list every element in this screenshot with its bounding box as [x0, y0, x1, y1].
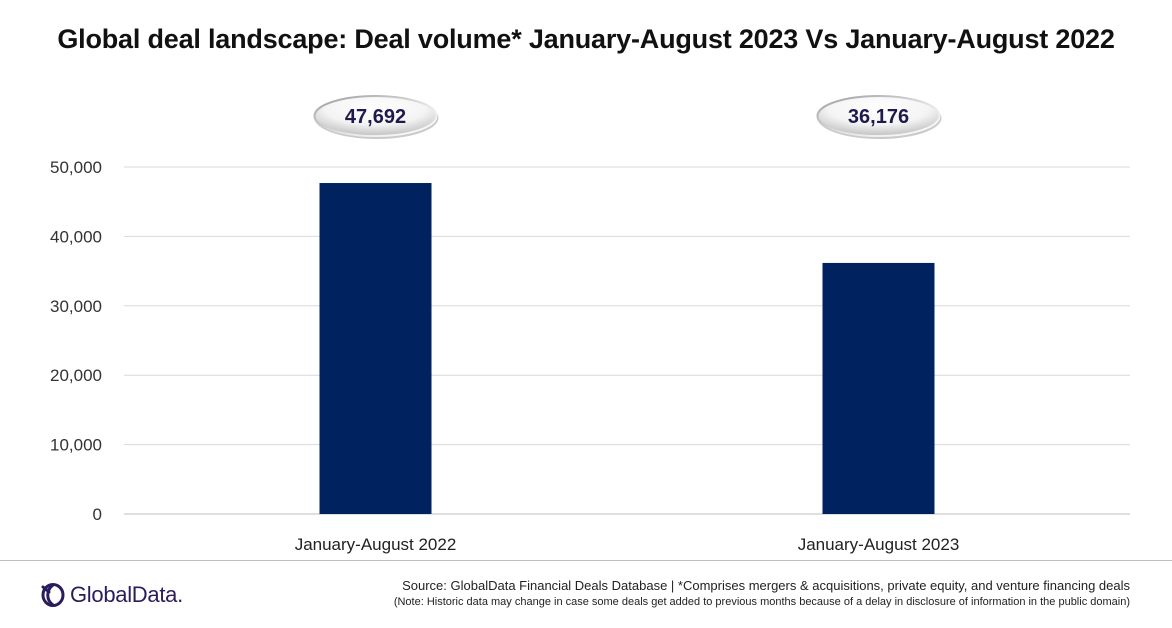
data-label-bubble: 47,692: [313, 95, 439, 139]
gridlines: [124, 166, 1130, 515]
bars: [319, 183, 935, 514]
data-label-bubble: 36,176: [816, 95, 942, 139]
y-tick-label: 20,000: [50, 366, 102, 385]
x-tick-label: January-August 2022: [295, 535, 457, 554]
chart-title: Global deal landscape: Deal volume* Janu…: [57, 24, 1115, 54]
globaldata-logo: GlobalData.: [40, 579, 183, 611]
data-labels: 47,692 36,176: [313, 95, 942, 139]
x-tick-label: January-August 2023: [798, 535, 960, 554]
data-label: 47,692: [345, 106, 406, 128]
y-tick-label: 0: [93, 505, 102, 524]
source-text: Source: GlobalData Financial Deals Datab…: [402, 578, 1130, 593]
logo-text: GlobalData.: [70, 582, 183, 607]
bar: [822, 262, 935, 514]
bar: [319, 183, 432, 514]
globaldata-logo-icon: [41, 583, 65, 607]
y-tick-label: 50,000: [50, 158, 102, 177]
note-text: (Note: Historic data may change in case …: [393, 596, 1130, 608]
footer-divider: [0, 560, 1172, 561]
bar-chart: 0 10,000 20,000 30,000 40,000 50,000 January-…: [50, 95, 1130, 554]
bubble-shape: [816, 95, 941, 137]
bubble-shape: [313, 95, 438, 137]
data-label: 36,176: [848, 106, 909, 128]
source-block: Source: GlobalData Financial Deals Datab…: [394, 578, 1130, 610]
x-axis-tick-labels: January-August 2022 January-August 2023: [295, 535, 960, 554]
y-tick-label: 40,000: [50, 227, 102, 246]
y-axis-tick-labels: 0 10,000 20,000 30,000 40,000 50,000: [50, 158, 102, 524]
y-tick-label: 10,000: [50, 436, 102, 455]
y-tick-label: 30,000: [50, 297, 102, 316]
